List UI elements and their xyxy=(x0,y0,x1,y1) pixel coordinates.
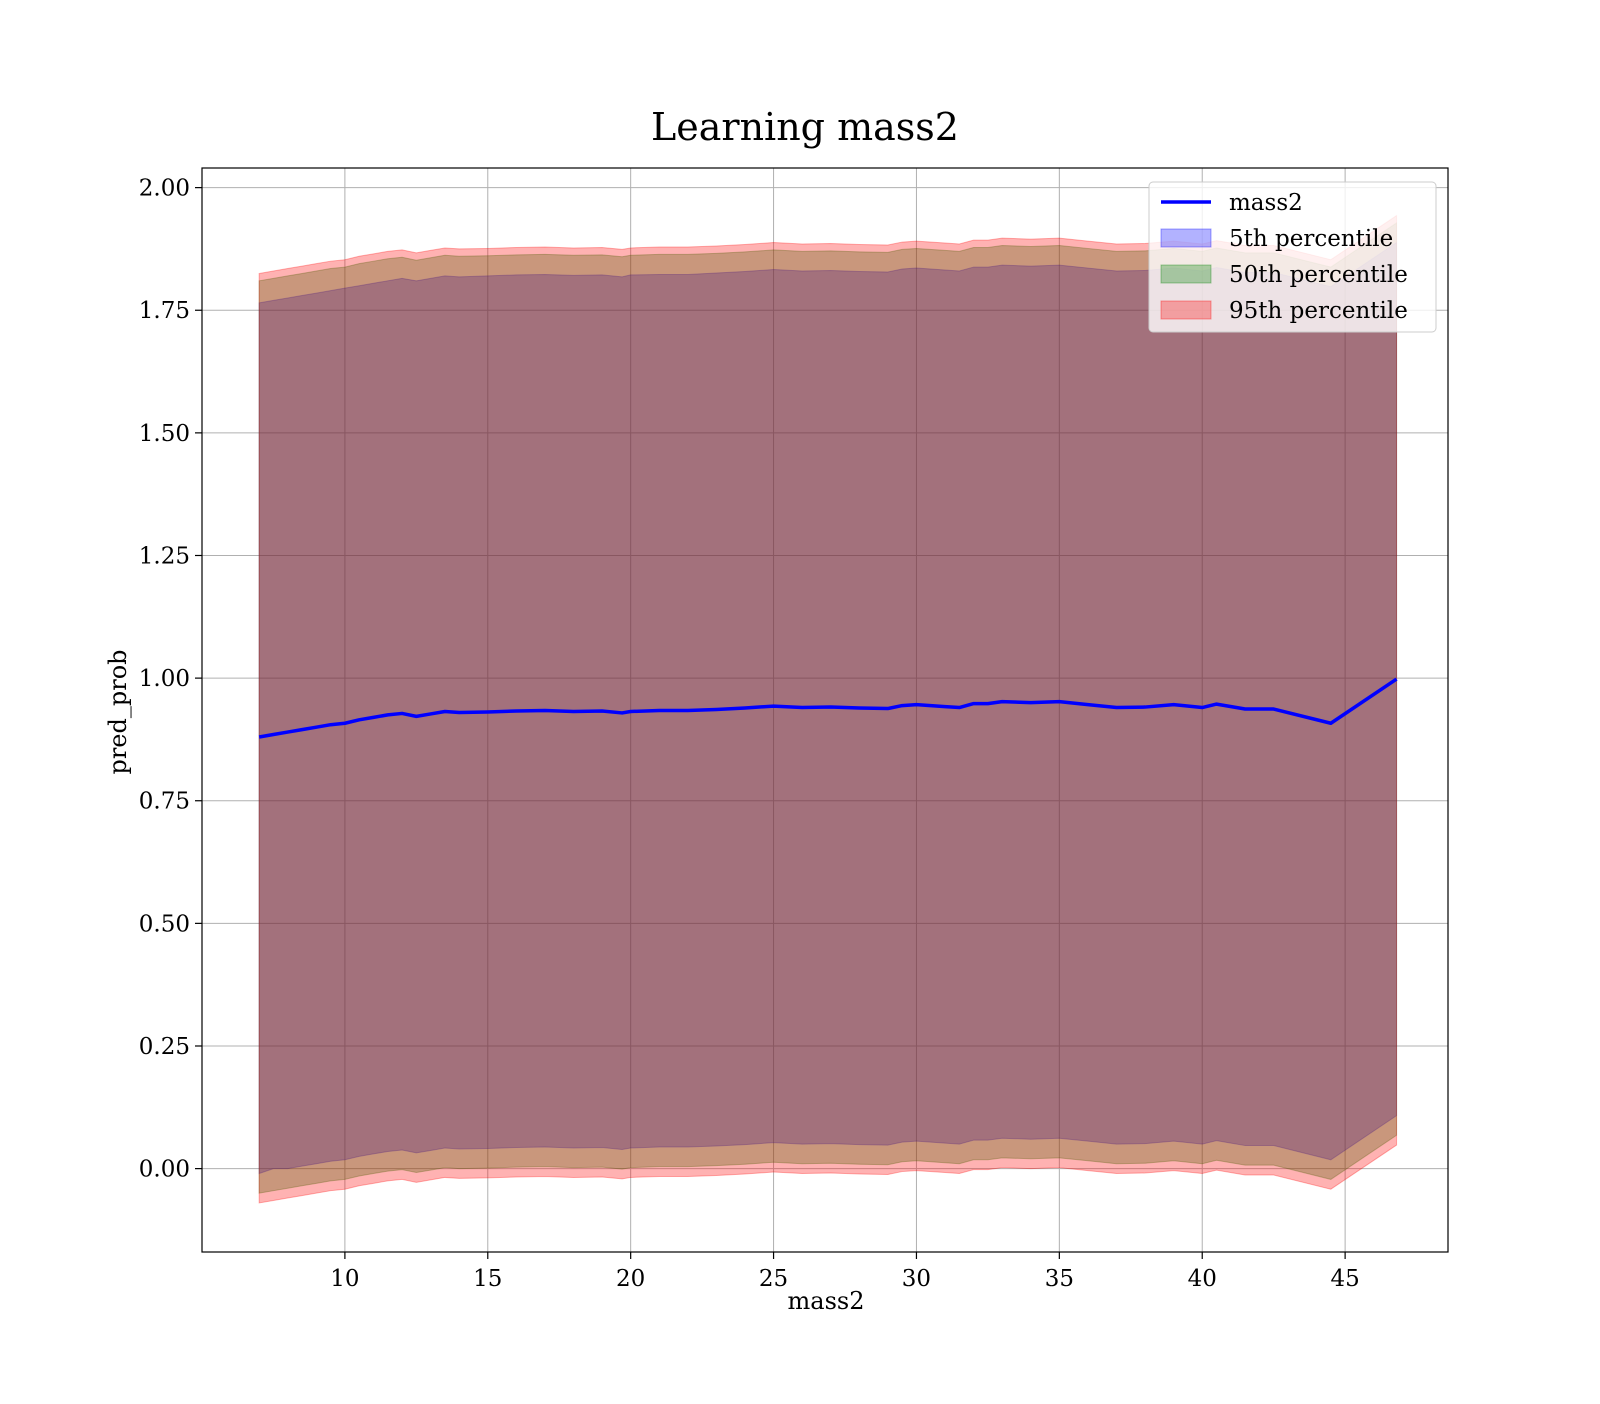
chart-title: Learning mass2 xyxy=(651,105,959,149)
y-axis-label: pred_prob xyxy=(104,649,132,774)
x-tick-label: 35 xyxy=(1045,1266,1074,1292)
y-tick-label: 0.00 xyxy=(139,1157,190,1183)
legend-swatch-50th-percentile xyxy=(1160,264,1212,284)
x-tick-label: 15 xyxy=(473,1266,502,1292)
legend-label-95th-percentile: 95th percentile xyxy=(1229,298,1408,324)
legend: mass2 5th percentile 50th percentile 95th p… xyxy=(1148,181,1437,333)
x-tick-label: 25 xyxy=(759,1266,788,1292)
y-tick-label: 0.50 xyxy=(139,911,190,937)
plot-frame xyxy=(201,167,1449,1253)
x-tick-label: 20 xyxy=(616,1266,645,1292)
series-lines xyxy=(258,677,1398,739)
x-axis-label: mass2 xyxy=(788,1287,865,1315)
x-tick-label: 10 xyxy=(330,1266,359,1292)
axes xyxy=(201,167,1449,1253)
x-tick-label: 30 xyxy=(902,1266,931,1292)
y-tick-label: 1.75 xyxy=(139,298,190,324)
x-tick-label: 40 xyxy=(1188,1266,1217,1292)
ticks: 10 15 20 25 30 35 40 45 0.00 0.25 0.50 0.75 1.00 1.25… xyxy=(139,176,1360,1292)
y-tick-label: 1.00 xyxy=(139,666,190,692)
y-tick-label: 1.25 xyxy=(139,543,190,569)
grid xyxy=(202,168,1448,1252)
legend-box xyxy=(1148,181,1437,333)
y-tick-label: 2.00 xyxy=(139,176,190,202)
legend-label-50th-percentile: 50th percentile xyxy=(1229,262,1408,288)
legend-label-mass2: mass2 xyxy=(1229,190,1303,216)
legend-swatch-5th-percentile xyxy=(1160,228,1212,248)
y-tick-label: 0.75 xyxy=(139,789,190,815)
legend-swatch-95th-percentile xyxy=(1160,300,1212,320)
x-tick-label: 45 xyxy=(1330,1266,1359,1292)
percentile-bands xyxy=(258,214,1398,1204)
y-tick-label: 0.25 xyxy=(139,1034,190,1060)
y-tick-label: 1.50 xyxy=(139,421,190,447)
legend-label-5th-percentile: 5th percentile xyxy=(1229,226,1393,252)
band-95th-percentile xyxy=(258,214,1398,1204)
line-mass2 xyxy=(258,677,1398,739)
